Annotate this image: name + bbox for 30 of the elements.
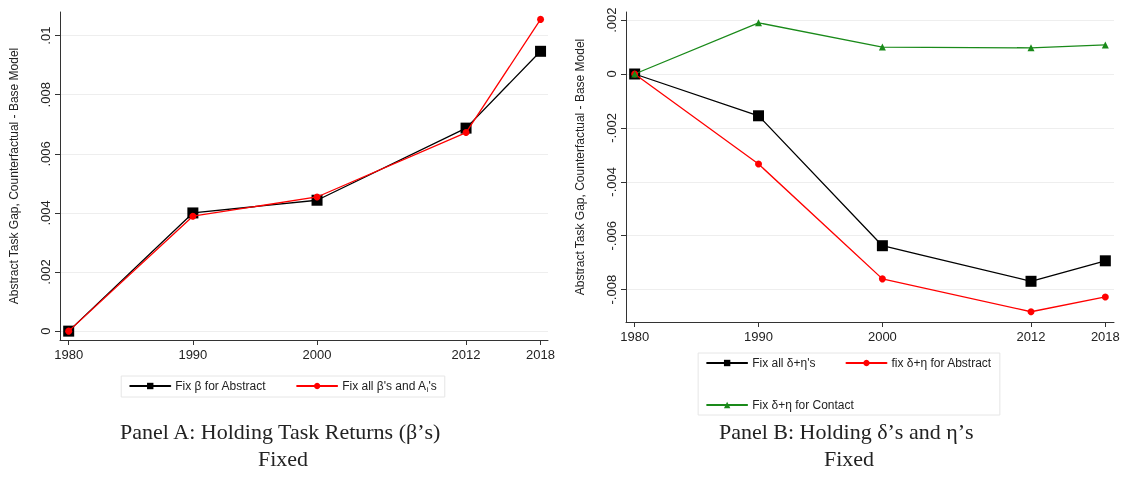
text: Panel A: Holding Task Returns (β’s) Fixed (120, 419, 446, 471)
y-tick-label: .008 (38, 82, 53, 108)
x-tick-label: 2000 (867, 329, 897, 344)
y-tick-label: .002 (604, 7, 619, 33)
x-tick-label: 1980 (620, 329, 650, 344)
y-tick-label: .002 (38, 259, 53, 285)
legend-label: Fix β for Abstract (175, 379, 267, 393)
x-tick-label: 1990 (744, 329, 773, 344)
y-tick-label: -.004 (604, 167, 619, 197)
x-tick-label: 2000 (302, 347, 332, 362)
y-tick-label: .006 (38, 141, 53, 167)
legend-label: Fix δ+η for Contact (752, 398, 855, 412)
y-tick-label: 0 (604, 70, 619, 78)
x-tick-label: 1980 (54, 347, 84, 362)
y-tick-label: .01 (38, 26, 53, 45)
x-tick-label: 2012 (451, 347, 481, 362)
y-tick-label: 0 (38, 327, 53, 335)
y-tick-label: -.008 (604, 274, 619, 305)
text: Panel B: Holding δ’s and η’s Fixed (718, 419, 980, 471)
y-axis-title: Abstract Task Gap, Counterfactual - Base Model (573, 38, 587, 296)
x-tick-label: 2018 (1090, 329, 1120, 344)
y-tick-label: .004 (38, 200, 53, 226)
y-tick-label: -.006 (604, 220, 619, 251)
legend-label: Fix all δ+η's (752, 356, 816, 370)
y-axis-title: Abstract Task Gap, Counterfactual - Base Model (7, 47, 21, 305)
y-tick-label: -.002 (604, 113, 619, 143)
x-tick-label: 2012 (1016, 329, 1046, 344)
legend-label: fix δ+η for Abstract (891, 356, 992, 370)
x-tick-label: 2018 (526, 347, 556, 362)
x-tick-label: 1990 (178, 347, 208, 362)
